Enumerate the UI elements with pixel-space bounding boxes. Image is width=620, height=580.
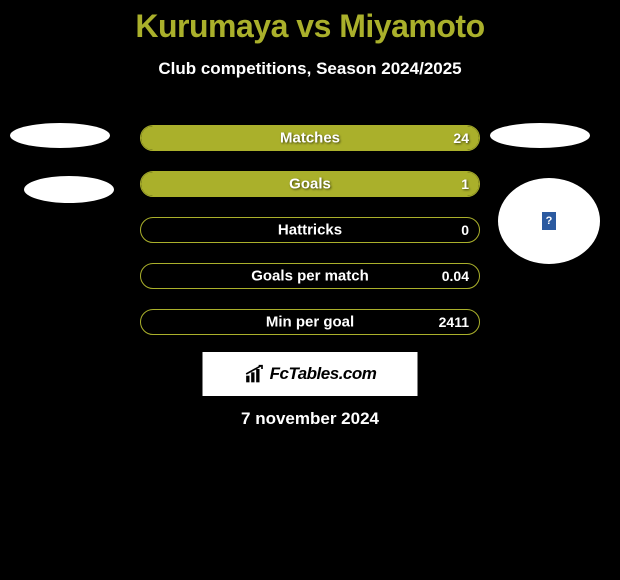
bar-value-right: 0.04	[442, 268, 469, 284]
footer-date: 7 november 2024	[241, 409, 379, 429]
bar-value-right: 2411	[439, 314, 469, 330]
comparison-bars: Matches 24 Goals 1 Hattricks 0 Goals per…	[140, 125, 480, 355]
bar-value-right: 1	[461, 176, 469, 192]
bar-label: Matches	[280, 130, 340, 147]
bar-value-right: 0	[461, 222, 469, 238]
placeholder-ellipse-top-right	[490, 123, 590, 148]
bar-value-right: 24	[453, 130, 469, 146]
bar-fill-left	[141, 172, 310, 196]
bar-label: Hattricks	[278, 222, 342, 239]
placeholder-ellipse-mid-left	[24, 176, 114, 203]
placeholder-ellipse-top-left	[10, 123, 110, 148]
brand-text: FcTables.com	[270, 364, 377, 384]
bar-row-goals: Goals 1	[140, 171, 480, 197]
page-subtitle: Club competitions, Season 2024/2025	[0, 59, 620, 79]
card-icon: ?	[542, 212, 556, 230]
bar-row-matches: Matches 24	[140, 125, 480, 151]
placeholder-circle-right: ?	[498, 178, 600, 264]
page-title: Kurumaya vs Miyamoto	[0, 0, 620, 45]
bars-icon	[244, 364, 266, 384]
bar-row-hattricks: Hattricks 0	[140, 217, 480, 243]
bar-row-min-per-goal: Min per goal 2411	[140, 309, 480, 335]
bar-row-goals-per-match: Goals per match 0.04	[140, 263, 480, 289]
bar-label: Goals per match	[251, 268, 369, 285]
bar-label: Min per goal	[266, 314, 354, 331]
bar-fill-right	[310, 172, 479, 196]
brand-badge: FcTables.com	[203, 352, 418, 396]
bar-label: Goals	[289, 176, 331, 193]
